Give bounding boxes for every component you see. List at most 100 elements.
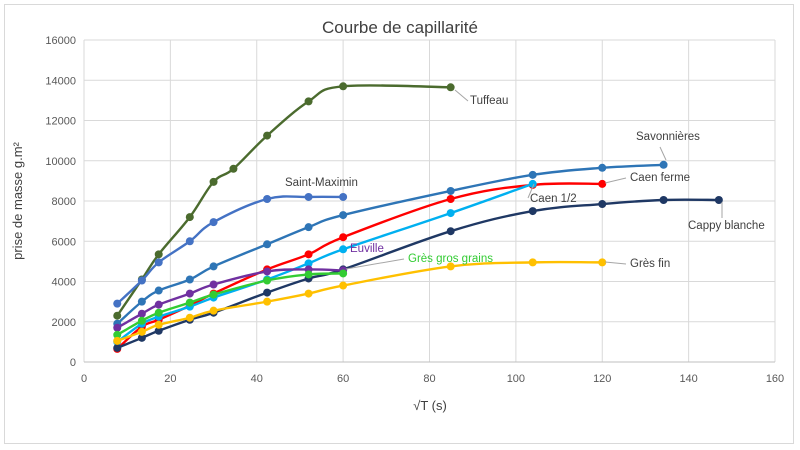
data-point-cappy-blanche <box>659 195 668 204</box>
data-point-cappy-blanche <box>714 195 723 204</box>
data-point-cappy-blanche <box>446 227 455 236</box>
data-point-cappy-blanche <box>528 207 537 216</box>
data-point-euville <box>185 289 194 298</box>
data-point-caen-1-2 <box>528 179 537 188</box>
data-point-caen-1-2 <box>446 209 455 218</box>
data-point-savonnieres <box>528 170 537 179</box>
data-point-gres-fin <box>113 336 122 345</box>
data-point-caen-ferme <box>304 250 313 259</box>
data-point-cappy-blanche <box>113 343 122 352</box>
data-point-gres-fin <box>209 306 218 315</box>
data-point-caen-ferme <box>339 233 348 242</box>
y-axis-title: prise de masse g.m² <box>10 141 25 259</box>
data-point-gres-fin <box>446 262 455 271</box>
data-point-saint-maximin <box>263 194 272 203</box>
data-point-savonnieres <box>137 297 146 306</box>
data-point-gres-gros-grains <box>209 290 218 299</box>
data-point-tuffeau <box>304 97 313 106</box>
series-label-saint-maximin: Saint-Maximin <box>285 177 358 189</box>
data-point-euville <box>154 300 163 309</box>
y-tick-label: 0 <box>70 357 76 369</box>
data-point-gres-gros-grains <box>339 269 348 278</box>
data-point-savonnieres <box>598 163 607 172</box>
data-point-gres-gros-grains <box>154 308 163 317</box>
x-tick-label: 60 <box>337 373 349 385</box>
series-label-gres-gros-grains: Grès gros grains <box>408 253 493 265</box>
x-tick-label: 80 <box>423 373 435 385</box>
data-point-gres-fin <box>154 320 163 329</box>
series-label-caen-ferme: Caen ferme <box>630 172 690 184</box>
data-point-euville <box>263 267 272 276</box>
data-point-savonnieres <box>154 286 163 295</box>
data-point-gres-fin <box>137 327 146 336</box>
data-point-tuffeau <box>229 164 238 173</box>
data-point-euville <box>113 323 122 332</box>
y-tick-label: 14000 <box>45 75 76 87</box>
data-point-tuffeau <box>209 177 218 186</box>
data-point-saint-maximin <box>185 237 194 246</box>
data-point-savonnieres <box>659 160 668 169</box>
x-tick-label: 160 <box>766 373 784 385</box>
series-group <box>113 82 723 353</box>
series-line-gres-gros-grains <box>116 272 344 336</box>
data-point-saint-maximin <box>154 258 163 267</box>
series-saint-maximin <box>113 192 348 308</box>
data-point-gres-gros-grains <box>113 330 122 339</box>
y-tick-label: 16000 <box>45 35 76 47</box>
series-line-tuffeau <box>116 84 451 317</box>
data-point-saint-maximin <box>304 192 313 201</box>
data-point-gres-gros-grains <box>263 276 272 285</box>
series-gres-fin <box>113 258 607 345</box>
data-point-gres-fin <box>598 258 607 267</box>
label-leader-gres-gros-grains <box>345 258 405 270</box>
data-point-gres-fin <box>263 297 272 306</box>
data-point-caen-ferme <box>598 179 607 188</box>
series-gres-gros-grains <box>113 269 348 339</box>
series-line-saint-maximin <box>116 195 344 305</box>
x-tick-label: 100 <box>507 373 525 385</box>
y-tick-label: 2000 <box>52 317 76 329</box>
series-label-caen-1-2: Caen 1/2 <box>530 193 577 205</box>
data-point-euville <box>137 309 146 318</box>
series-line-cappy-blanche <box>116 198 719 350</box>
x-tick-label: 40 <box>251 373 263 385</box>
y-tick-label: 4000 <box>52 277 76 289</box>
data-point-tuffeau <box>113 311 122 320</box>
series-tuffeau <box>113 82 455 320</box>
chart-frame <box>4 4 794 444</box>
series-label-gres-fin: Grès fin <box>630 258 670 270</box>
data-point-savonnieres <box>339 211 348 220</box>
label-leader-caen-ferme <box>604 177 627 184</box>
y-tick-label: 8000 <box>52 196 76 208</box>
data-point-saint-maximin <box>339 192 348 201</box>
data-point-caen-ferme <box>446 194 455 203</box>
data-point-cappy-blanche <box>137 333 146 342</box>
data-point-caen-1-2 <box>304 259 313 268</box>
series-label-cappy-blanche: Cappy blanche <box>688 220 765 232</box>
y-tick-label: 10000 <box>45 156 76 168</box>
data-point-saint-maximin <box>137 276 146 285</box>
data-point-tuffeau <box>446 83 455 92</box>
label-leader-tuffeau <box>454 89 469 102</box>
series-savonnieres <box>113 160 668 328</box>
data-point-gres-gros-grains <box>304 270 313 279</box>
x-tick-label: 20 <box>164 373 176 385</box>
data-point-tuffeau <box>185 213 194 222</box>
data-point-savonnieres <box>209 262 218 271</box>
data-point-gres-fin <box>304 289 313 298</box>
data-point-caen-1-2 <box>339 245 348 254</box>
data-point-saint-maximin <box>113 299 122 308</box>
x-tick-label: 0 <box>81 373 87 385</box>
data-point-savonnieres <box>185 275 194 284</box>
data-point-gres-fin <box>185 313 194 322</box>
x-axis-title: √T (s) <box>413 398 447 413</box>
data-point-gres-fin <box>339 281 348 290</box>
series-label-tuffeau: Tuffeau <box>470 95 508 107</box>
data-point-tuffeau <box>339 82 348 91</box>
chart-title: Courbe de capillarité <box>322 18 478 37</box>
data-point-gres-fin <box>528 258 537 267</box>
series-label-savonnieres: Savonnières <box>636 131 700 143</box>
data-point-cappy-blanche <box>154 326 163 335</box>
series-labels: Tuffeau Saint-Maximin Savonnières Caen ferm… <box>285 89 765 270</box>
